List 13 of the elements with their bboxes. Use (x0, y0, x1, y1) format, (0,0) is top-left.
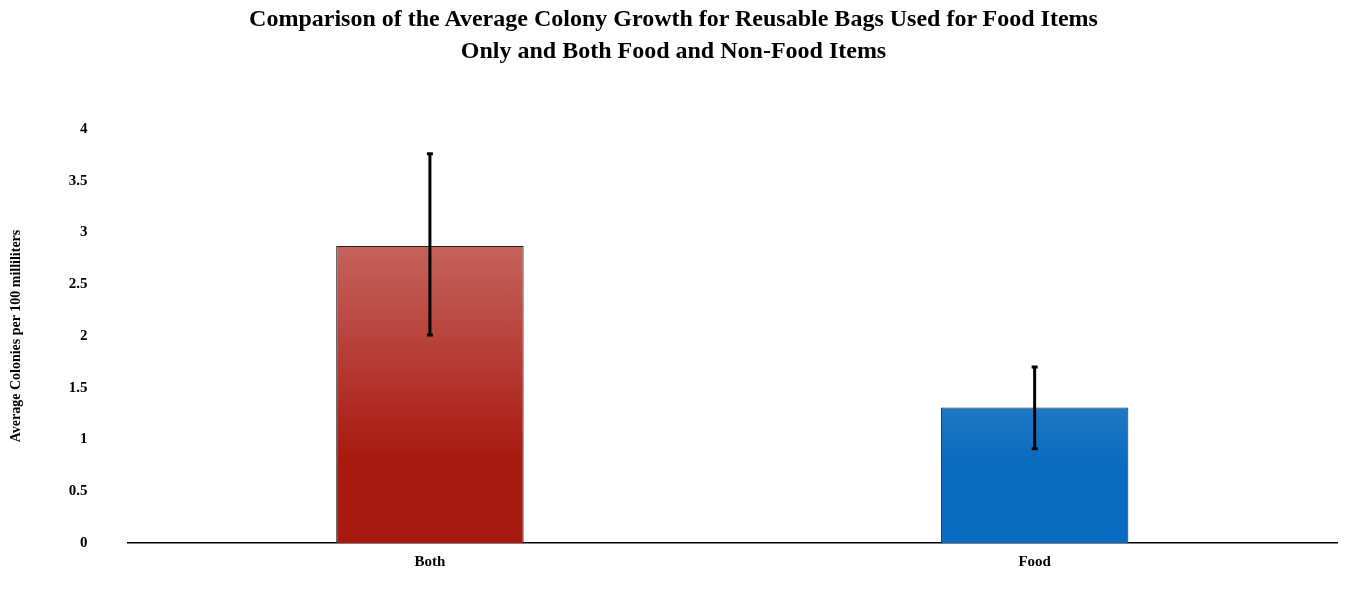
y-tick-label: 2.5 (68, 275, 88, 292)
y-tick-label: 4 (80, 119, 89, 136)
y-axis-title: Average Colonies per 100 milliliters (8, 229, 24, 443)
y-tick-label: 0 (80, 533, 88, 550)
x-tick-label: Both (414, 552, 446, 569)
y-tick-label: 1 (80, 430, 88, 447)
y-tick-label: 3 (80, 223, 88, 240)
y-tick-label: 3.5 (68, 171, 88, 188)
y-tick-label: 2 (80, 326, 88, 343)
y-tick-label: 1.5 (68, 378, 88, 395)
y-tick-label: 0.5 (68, 482, 88, 499)
x-tick-label: Food (1018, 552, 1052, 569)
chart-title: Comparison of the Average Colony Growth for Reusable Bags Used for Food Items Only and Both Food and Non-Food Items (248, 4, 1099, 65)
